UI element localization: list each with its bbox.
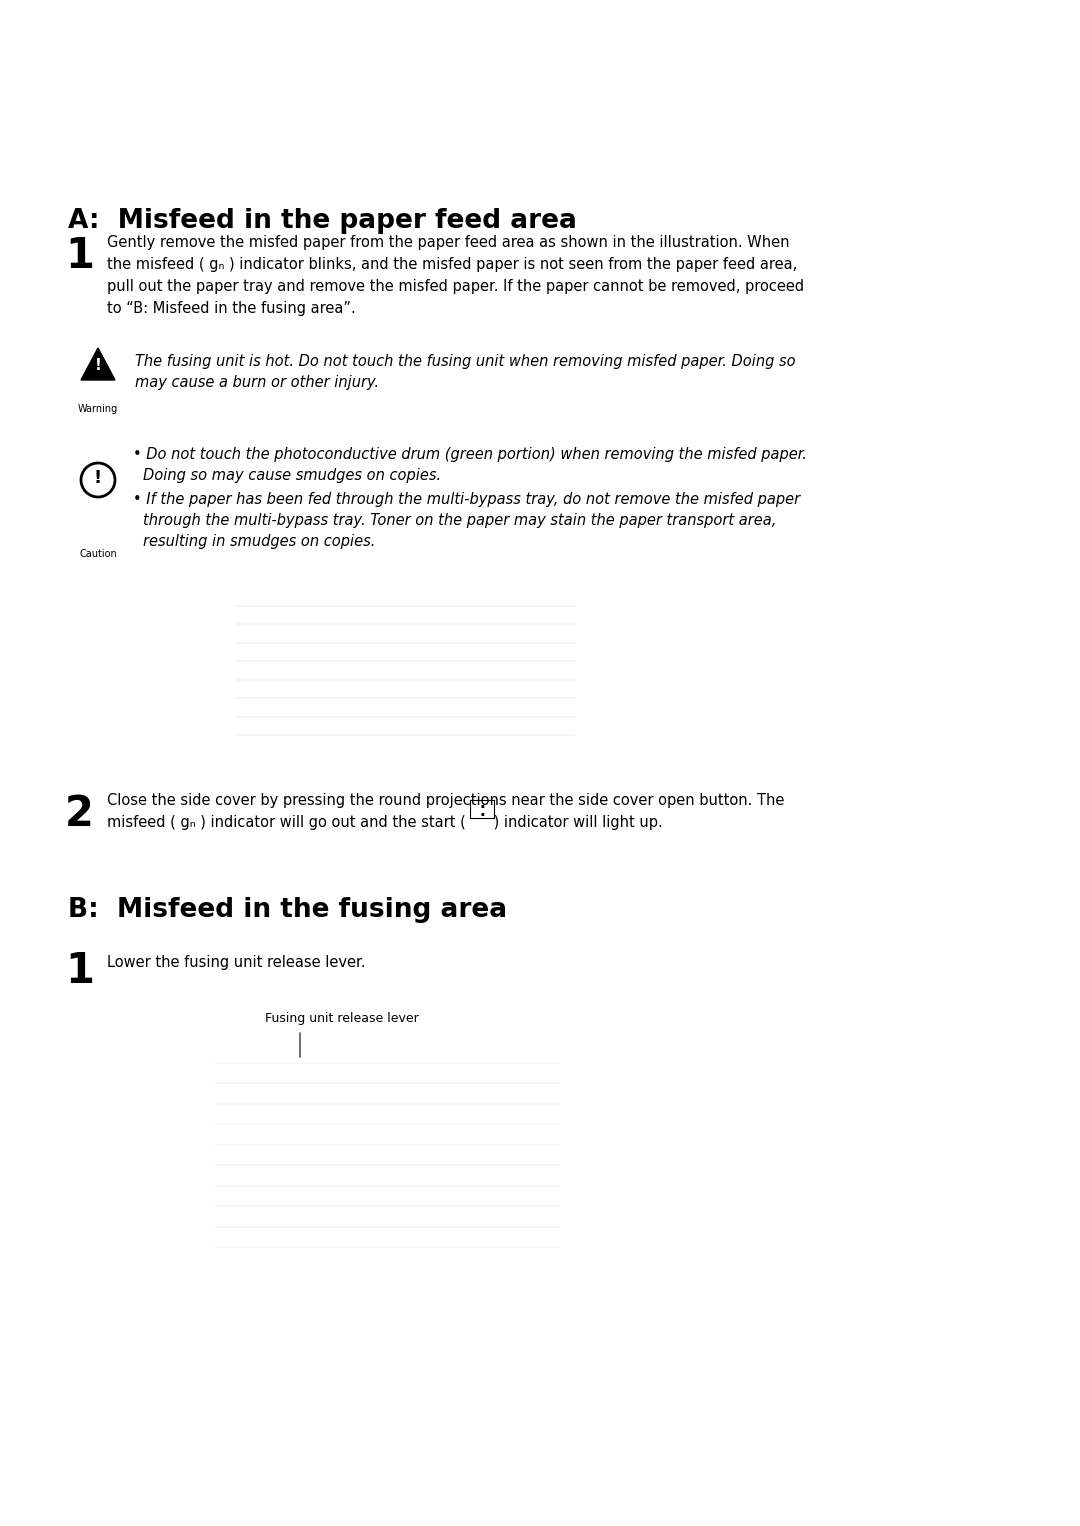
Text: Doing so may cause smudges on copies.: Doing so may cause smudges on copies. [143, 468, 441, 484]
Text: • If the paper has been fed through the multi-bypass tray, do not remove the mis: • If the paper has been fed through the … [133, 491, 800, 507]
Text: Fusing unit release lever: Fusing unit release lever [265, 1012, 419, 1025]
Text: 1: 1 [65, 951, 94, 992]
Text: !: ! [95, 359, 102, 374]
Text: Gently remove the misfed paper from the paper feed area as shown in the illustra: Gently remove the misfed paper from the … [107, 235, 789, 250]
Text: ▪: ▪ [481, 810, 484, 816]
Text: A:  Misfeed in the paper feed area: A: Misfeed in the paper feed area [68, 208, 577, 233]
Text: pull out the paper tray and remove the misfed paper. If the paper cannot be remo: pull out the paper tray and remove the m… [107, 279, 805, 295]
Text: Caution: Caution [79, 549, 117, 559]
Text: Warning: Warning [78, 404, 118, 414]
Text: • Do not touch the photoconductive drum (green portion) when removing the misfed: • Do not touch the photoconductive drum … [133, 447, 807, 462]
Text: Lower the fusing unit release lever.: Lower the fusing unit release lever. [107, 955, 365, 971]
Polygon shape [81, 348, 114, 380]
Text: The fusing unit is hot. Do not touch the fusing unit when removing misfed paper.: The fusing unit is hot. Do not touch the… [135, 354, 796, 369]
Text: Close the side cover by pressing the round projections near the side cover open : Close the side cover by pressing the rou… [107, 794, 784, 807]
Text: the misfeed ( gₙ ) indicator blinks, and the misfed paper is not seen from the p: the misfeed ( gₙ ) indicator blinks, and… [107, 256, 797, 272]
Text: !: ! [94, 468, 103, 487]
Text: 6-5: 6-5 [975, 1483, 1017, 1508]
Text: to “B: Misfeed in the fusing area”.: to “B: Misfeed in the fusing area”. [107, 301, 355, 316]
Text: resulting in smudges on copies.: resulting in smudges on copies. [143, 534, 376, 549]
Text: may cause a burn or other injury.: may cause a burn or other injury. [135, 375, 379, 391]
Text: misfeed ( gₙ ) indicator will go out and the start (      ) indicator will light: misfeed ( gₙ ) indicator will go out and… [107, 815, 663, 830]
Circle shape [81, 462, 114, 497]
Text: ▪: ▪ [481, 803, 484, 807]
Text: through the multi-bypass tray. Toner on the paper may stain the paper transport : through the multi-bypass tray. Toner on … [143, 513, 777, 528]
Text: 1: 1 [65, 235, 94, 278]
Text: 2: 2 [65, 794, 94, 835]
Text: B:  Misfeed in the fusing area: B: Misfeed in the fusing area [68, 897, 508, 923]
